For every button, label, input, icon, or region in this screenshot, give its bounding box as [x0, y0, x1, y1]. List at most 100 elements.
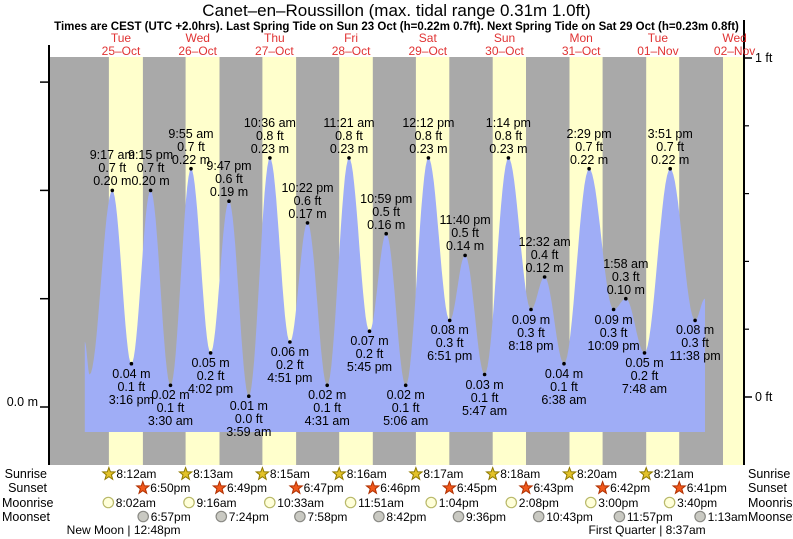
- tide-point: [268, 156, 272, 160]
- moonrise-icon: [425, 496, 437, 509]
- subtitle: Times are CEST (UTC +2.0hrs). Last Sprin…: [54, 21, 739, 33]
- sunrise-icon: [638, 466, 654, 481]
- tide-point: [693, 318, 697, 323]
- sunrise-time: 8:16am: [346, 467, 387, 481]
- moonset-row-label-right: Moonset: [748, 509, 793, 524]
- daylight-band: [723, 57, 744, 465]
- moonrise-icon: [263, 496, 276, 509]
- sunset-time: 6:42pm: [610, 481, 651, 495]
- day-weekday: Tue: [647, 31, 668, 45]
- moonset-time: 7:58pm: [307, 509, 348, 524]
- moonrise-icon: [663, 496, 676, 509]
- moonset-icon: [373, 510, 385, 523]
- tide-point: [587, 166, 591, 171]
- sunset-icon: [365, 480, 381, 495]
- sunset-time: 6:43pm: [533, 481, 574, 495]
- day-date: 01–Nov: [637, 44, 679, 58]
- sunrise-time: 8:21am: [653, 467, 694, 481]
- tide-point: [110, 188, 115, 193]
- moonrise-row-label-right: Moonrise: [748, 495, 793, 510]
- sunrise-icon: [101, 466, 117, 481]
- tide-point: [447, 318, 452, 323]
- tide-point: [624, 296, 628, 301]
- moonset-icon: [694, 510, 706, 523]
- moonset-time: 8:42pm: [386, 509, 427, 524]
- moonrise-icon: [584, 496, 597, 509]
- sunrise-time: 8:20am: [577, 467, 618, 481]
- moonrise-time: 8:02am: [115, 495, 156, 510]
- sunrise-icon: [561, 466, 578, 481]
- tide-point: [529, 307, 533, 312]
- moonrise-time: 2:08pm: [518, 495, 559, 510]
- sunrise-icon: [178, 466, 194, 481]
- moonset-icon: [215, 510, 228, 523]
- tide-point: [208, 351, 213, 355]
- tide-point: [506, 156, 511, 160]
- day-date: 27–Oct: [255, 44, 294, 58]
- tide-point: [129, 361, 134, 366]
- day-weekday: Sun: [493, 31, 516, 45]
- tide-point: [227, 199, 231, 203]
- moon-phase-label: New Moon | 12:48pm: [66, 523, 181, 537]
- tide-curve: [84, 157, 706, 432]
- day-weekday: Sat: [418, 31, 437, 45]
- sunset-icon: [518, 480, 534, 495]
- tide-point: [463, 253, 467, 258]
- moonset-icon: [452, 510, 465, 523]
- right-axis-bottom-label: 0 ft: [755, 390, 773, 404]
- left-axis-label: 0.0 m: [6, 395, 38, 409]
- moonset-time: 10:43pm: [546, 509, 593, 524]
- sunset-icon: [135, 480, 151, 495]
- page-title: Canet–en–Roussillon (max. tidal range 0.…: [202, 1, 591, 20]
- tide-point: [482, 372, 487, 377]
- sunset-row-label-right: Sunset: [748, 481, 787, 495]
- day-weekday: Wed: [722, 31, 747, 45]
- day-date: 26–Oct: [178, 44, 218, 58]
- moonrise-icon: [102, 496, 115, 509]
- tide-point: [668, 166, 672, 171]
- sunset-icon: [595, 480, 611, 495]
- moonrise-time: 9:16am: [196, 495, 237, 510]
- day-label: Fri 28–Oct: [311, 32, 391, 58]
- sunrise-time: 8:12am: [116, 467, 157, 481]
- tide-point: [542, 275, 547, 279]
- tide-point: [305, 221, 310, 225]
- sunrise-time: 8:15am: [269, 467, 310, 481]
- moonrise-icon: [183, 496, 195, 509]
- sunset-icon: [288, 480, 304, 495]
- day-date: 02–Nov: [713, 44, 756, 58]
- sunrise-row-label-left: Sunrise: [4, 467, 47, 481]
- day-weekday: Thu: [264, 31, 285, 45]
- moonrise-time: 3:00pm: [598, 495, 639, 510]
- day-date: 25–Oct: [101, 44, 141, 58]
- moonrise-time: 11:51am: [358, 495, 404, 510]
- day-date: 30–Oct: [485, 44, 524, 58]
- moonrise-time: 3:40pm: [677, 495, 718, 510]
- sunset-time: 6:46pm: [380, 481, 421, 495]
- moonset-icon: [137, 510, 149, 523]
- day-weekday: Tue: [110, 31, 132, 45]
- day-date: 29–Oct: [408, 44, 448, 58]
- day-label: Tue 25–Oct: [81, 32, 161, 58]
- tide-point: [247, 394, 251, 399]
- moonset-icon: [613, 510, 626, 523]
- tide-point: [325, 383, 330, 388]
- sunset-time: 6:50pm: [150, 481, 191, 495]
- sunrise-icon: [408, 466, 424, 481]
- moonrise-row-label-left: Moonrise: [2, 495, 54, 510]
- sunset-row-label-left: Sunset: [8, 481, 47, 495]
- day-label: Thu 27–Oct: [234, 32, 314, 58]
- tide-point: [426, 156, 431, 160]
- moonset-time: 11:57pm: [626, 509, 673, 524]
- tide-point: [288, 340, 292, 344]
- moonset-row-label-left: Moonset: [2, 509, 50, 524]
- sunrise-time: 8:17am: [423, 467, 464, 481]
- moonset-time: 1:13am: [707, 509, 748, 524]
- moonset-time: 7:24pm: [228, 509, 269, 524]
- tide-point: [611, 307, 616, 312]
- sunrise-time: 8:13am: [193, 467, 234, 481]
- day-label: Wed 26–Oct: [158, 32, 238, 58]
- sunset-icon: [211, 480, 228, 495]
